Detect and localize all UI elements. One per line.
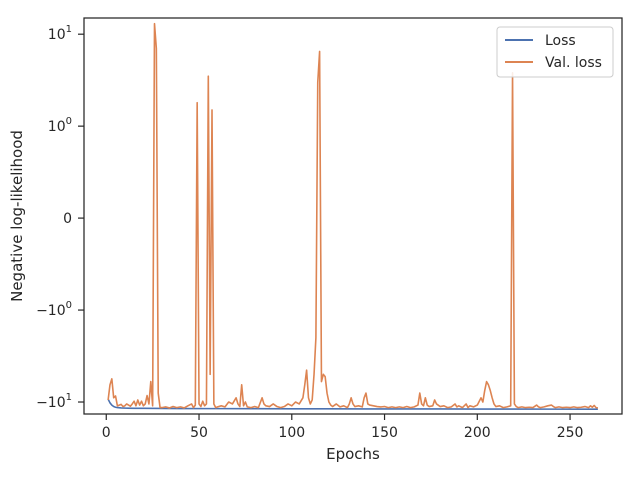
x-tick-label: 200: [464, 425, 491, 441]
legend: Loss Val. loss: [496, 26, 614, 78]
x-tick-label: 250: [557, 425, 584, 441]
x-tick-label: 100: [278, 425, 305, 441]
y-tick-label: −100: [36, 300, 72, 319]
series-line-loss: [107, 398, 598, 410]
y-tick-label: 0: [63, 211, 72, 227]
y-tick-label: 101: [48, 24, 72, 43]
series-line-val-loss: [107, 22, 599, 409]
legend-label-val-loss: Val. loss: [545, 55, 602, 71]
x-axis-ticks: 0 50 100 150 200 250: [102, 414, 584, 441]
x-tick-label: 150: [371, 425, 398, 441]
x-axis-label: Epochs: [326, 445, 380, 463]
y-tick-label: 100: [48, 116, 72, 135]
legend-label-loss: Loss: [545, 33, 576, 49]
x-tick-label: 0: [102, 425, 111, 441]
axes-frame: [83, 17, 623, 415]
y-axis-label: Negative log-likelihood: [8, 130, 26, 302]
plot-series: [107, 22, 599, 410]
x-tick-label: 50: [190, 425, 208, 441]
y-axis-ticks: 101 100 0 −100 −101: [36, 24, 84, 411]
y-tick-label: −101: [36, 392, 72, 411]
